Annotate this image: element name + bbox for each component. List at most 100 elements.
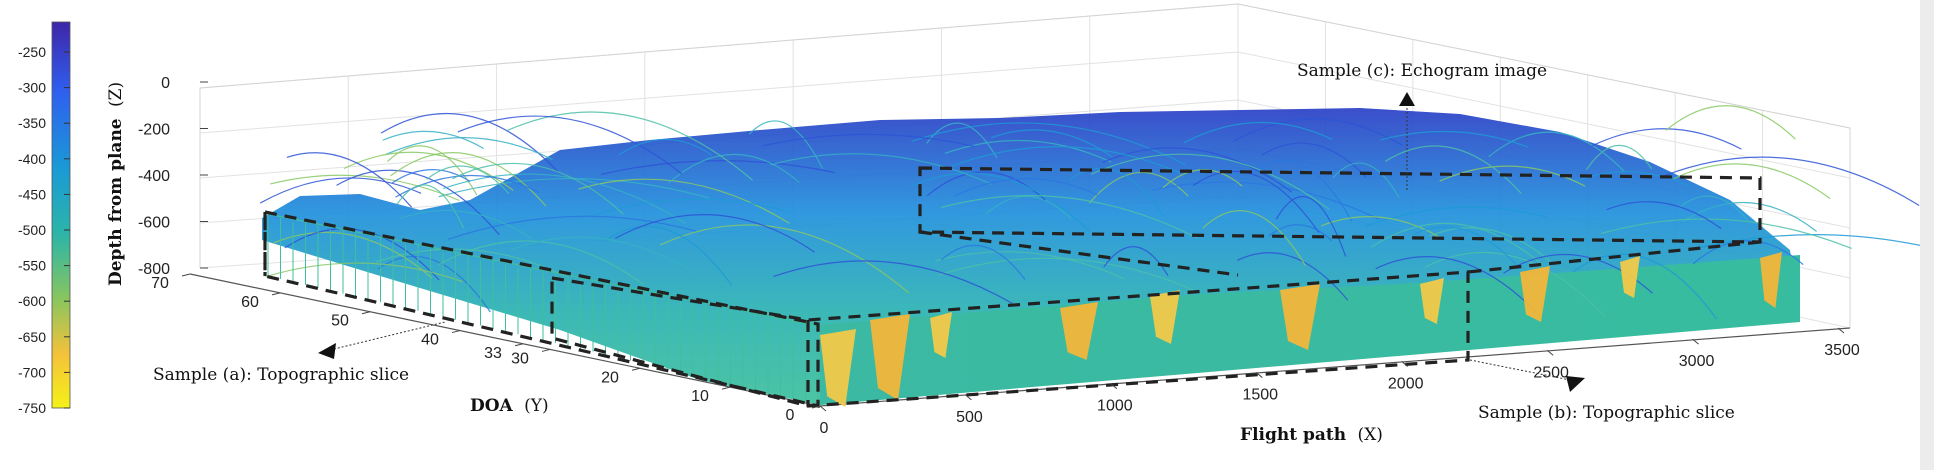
y-tick-label: 70 (151, 275, 169, 292)
x-tick-mark (965, 394, 972, 401)
mesh-curve (595, 198, 791, 216)
mesh-curve (1665, 105, 1796, 140)
colorbar-tick-label: -250 (18, 44, 46, 60)
mesh-curve (985, 195, 1072, 220)
x-tick-label: 2500 (1533, 364, 1569, 381)
mesh-curve (1069, 167, 1164, 217)
shallow-patch (1280, 284, 1320, 350)
mesh-curve (1202, 210, 1306, 266)
annotation-c-text: Sample (c): Echogram image (1297, 61, 1547, 81)
mesh-curve (1664, 156, 1920, 206)
colorbar-tick-label: -500 (18, 222, 46, 238)
colorbar-tick-label: -400 (18, 151, 46, 167)
mesh-curve (910, 172, 1090, 232)
x-axis-label: Flight path (X) (1240, 425, 1383, 445)
mesh-curve (1090, 153, 1330, 210)
annotation-c-arrow (1399, 92, 1415, 106)
x-tick-mark (1401, 361, 1409, 367)
y-tick-mark (514, 343, 524, 347)
mesh-curve (385, 137, 553, 161)
mesh-curve (1365, 206, 1549, 227)
x-tick-mark (1255, 372, 1263, 378)
mesh-curve (1439, 165, 1586, 187)
x-tick-label: 2000 (1388, 375, 1424, 392)
mesh-curve (511, 236, 699, 276)
y-tick-label: 60 (241, 294, 259, 311)
x-tick-label: 3000 (1679, 353, 1715, 370)
z-tick-label: 0 (161, 75, 170, 92)
mesh-curve (1600, 218, 1852, 250)
z-tick-label: -400 (138, 168, 170, 185)
y-axis-ticks: 0 10 20 30 33 40 50 60 70 (151, 273, 821, 424)
mesh-curve (1429, 227, 1551, 262)
mesh-curve (763, 133, 975, 147)
colorbar-tick-label: -300 (18, 80, 46, 96)
mesh-curve (400, 209, 533, 240)
colorbar-gradient (51, 21, 71, 409)
z-axis-label: Depth from plane (Z) (106, 82, 126, 286)
y-tick-label: 30 (511, 350, 529, 367)
y-tick-label: 33 (484, 345, 502, 362)
window-edge (1920, 0, 1934, 470)
annotation-c: Sample (c): Echogram image (1297, 61, 1547, 190)
mesh-curve (1370, 222, 1542, 265)
x-tick-label: 1500 (1242, 387, 1278, 404)
shallow-patch (930, 312, 952, 358)
depth-surface (259, 105, 1934, 407)
mesh-curve (343, 151, 514, 191)
mesh-curve (426, 165, 510, 195)
mesh-curve (448, 215, 696, 240)
mesh-curve (1088, 171, 1189, 204)
colorbar-tick-label: -550 (18, 258, 46, 274)
sample-b-box (550, 270, 1470, 408)
y-tick-label: 50 (331, 313, 349, 330)
mesh-curve (1268, 224, 1333, 242)
mesh-curve (1162, 169, 1243, 189)
y-tick-label: 0 (786, 407, 795, 424)
x-tick-label: 1000 (1097, 398, 1133, 415)
mesh-curve (1375, 256, 1536, 311)
x-tick-mark (819, 405, 827, 412)
mesh-curve (1673, 163, 1831, 199)
annotation-b: Sample (b): Topographic slice (1469, 359, 1735, 423)
z-axis-ticks: 0 -200 -400 -600 -800 (138, 75, 208, 278)
mesh-curve (396, 184, 465, 229)
mesh-curve (1682, 201, 1818, 232)
mesh-curve (1572, 253, 1718, 320)
mesh-curve (1192, 170, 1320, 233)
mesh-curve (1692, 240, 1804, 265)
mesh-curve (947, 146, 1181, 174)
x-tick-mark (1546, 349, 1554, 356)
annotation-a-arrow (318, 343, 336, 359)
mesh-curve (457, 115, 683, 175)
axes-box-outline (199, 3, 1851, 328)
mesh-curve (336, 169, 500, 236)
mesh-curve (600, 160, 835, 175)
mesh-curve (1232, 118, 1403, 147)
mesh-curve (377, 255, 491, 313)
mesh-curve (1606, 201, 1722, 230)
x-tick-label: 500 (956, 409, 983, 426)
mesh-curve (614, 214, 815, 253)
x-axis-ticks: 0 500 1000 1500 2000 2500 3000 3500 (819, 327, 1860, 437)
mesh-curve (668, 153, 800, 184)
y-tick-mark (271, 292, 281, 296)
slice-top-edge (267, 213, 819, 327)
shallow-patch (1760, 252, 1782, 308)
annotation-b-pointer (1469, 359, 1571, 381)
colorbar-ticks: -250 -300 -350 -400 -450 -500 -550 -600 -650 -700… (18, 44, 70, 416)
z-tick-label: -200 (138, 122, 170, 139)
mesh-curve (507, 111, 753, 181)
x-tick-mark (1692, 338, 1699, 345)
x-tick-label: 0 (820, 420, 829, 437)
shallow-patch (1060, 302, 1098, 360)
annotation-a: Sample (a): Topographic slice (153, 321, 446, 385)
mesh-curve (265, 262, 463, 283)
shallow-patch (1520, 266, 1550, 322)
y-tick-mark (181, 273, 191, 277)
y-axis-label: DOA (Y) (470, 396, 549, 416)
mesh-curve (944, 139, 1112, 163)
mesh-curve (1679, 195, 1749, 221)
mesh-curve (1414, 226, 1520, 269)
mesh-curve (391, 169, 471, 184)
